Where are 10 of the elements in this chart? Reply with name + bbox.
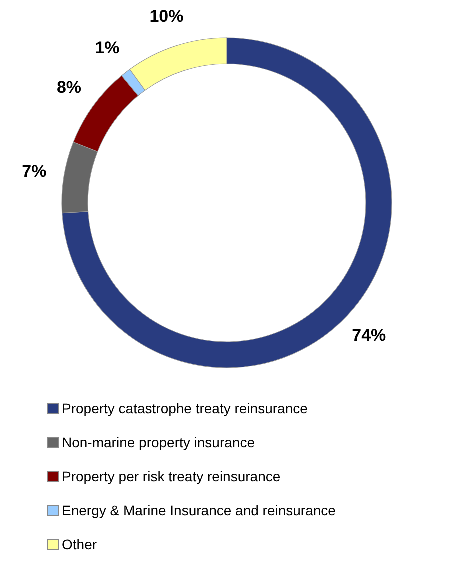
data-label: 8% [56, 78, 82, 97]
data-label: 10% [150, 7, 184, 26]
legend-label: Property per risk treaty reinsurance [62, 468, 281, 485]
legend-label: Other [62, 536, 98, 553]
legend-label: Property catastrophe treaty reinsurance [62, 400, 308, 417]
legend-label: Energy & Marine Insurance and reinsurance [62, 502, 336, 519]
legend-label: Non-marine property insurance [62, 434, 256, 451]
data-label: 7% [22, 162, 47, 181]
data-label: 1% [95, 38, 120, 58]
data-label: 74% [352, 326, 386, 345]
